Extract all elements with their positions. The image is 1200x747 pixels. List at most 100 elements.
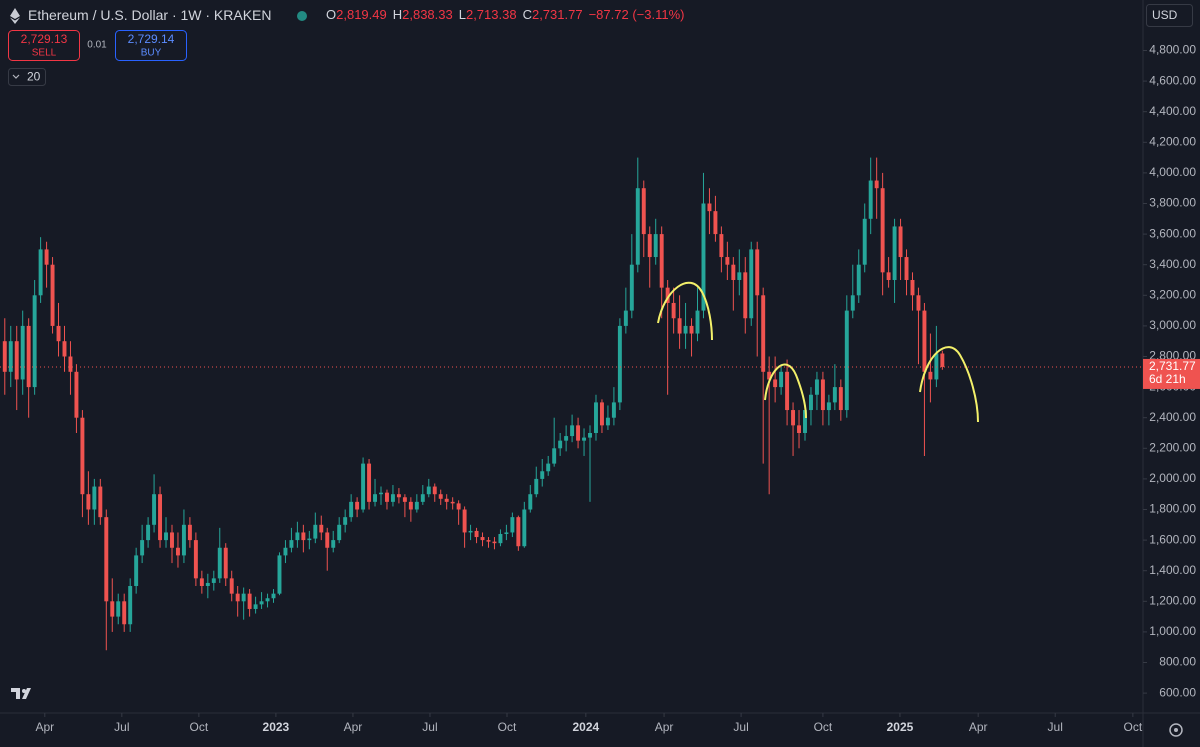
candle-body bbox=[570, 425, 575, 437]
candle-body bbox=[110, 601, 115, 617]
y-tick-label: 4,600.00 bbox=[1149, 73, 1196, 87]
candle-body bbox=[205, 582, 210, 587]
candle-body bbox=[253, 604, 258, 609]
candle-body bbox=[504, 532, 509, 534]
x-tick-label: Jul bbox=[733, 720, 748, 734]
candle-body bbox=[540, 471, 545, 479]
h-value: 2,838.33 bbox=[402, 7, 453, 22]
candle-body bbox=[689, 325, 694, 334]
candle-body bbox=[8, 341, 13, 372]
x-tick-label: 2023 bbox=[263, 720, 290, 734]
buy-price: 2,729.14 bbox=[128, 32, 175, 46]
candle-body bbox=[438, 494, 443, 499]
candle-body bbox=[910, 279, 915, 296]
candle-body bbox=[844, 310, 849, 411]
candle-body bbox=[850, 295, 855, 311]
x-tick-label: Oct bbox=[190, 720, 209, 734]
candle-body bbox=[319, 524, 324, 533]
candle-body bbox=[158, 494, 163, 541]
candle-body bbox=[26, 325, 31, 388]
candle-body bbox=[408, 501, 413, 510]
candle-body bbox=[516, 517, 521, 547]
candle-body bbox=[122, 601, 127, 625]
candle-body bbox=[211, 578, 216, 583]
symbol-icon bbox=[10, 8, 20, 24]
annotation-arc bbox=[657, 281, 713, 341]
candle-body bbox=[86, 494, 91, 510]
y-tick-label: 1,400.00 bbox=[1149, 563, 1196, 577]
quantity-box[interactable] bbox=[8, 68, 46, 86]
candle-body bbox=[767, 371, 772, 380]
ohlc: O2,819.49 H2,838.33 L2,713.38 C2,731.77 −87.… bbox=[326, 7, 684, 22]
y-tick-label: 4,800.00 bbox=[1149, 43, 1196, 57]
candle-body bbox=[367, 463, 372, 502]
candle-body bbox=[140, 540, 145, 556]
candle-body bbox=[743, 272, 748, 319]
candle-body bbox=[886, 272, 891, 280]
candle-body bbox=[396, 494, 401, 498]
candle-body bbox=[187, 524, 192, 541]
candle-body bbox=[235, 593, 240, 602]
x-tick-label: Apr bbox=[35, 720, 54, 734]
buy-button[interactable] bbox=[115, 30, 187, 61]
candle-body bbox=[552, 448, 557, 464]
symbol: Ethereum / U.S. Dollar · 1W · KRAKEN bbox=[28, 7, 272, 23]
x-tick-label: 2025 bbox=[887, 720, 914, 734]
candle-body bbox=[492, 541, 497, 544]
candle-body bbox=[331, 540, 336, 548]
candle-body bbox=[659, 234, 664, 288]
candle-body bbox=[594, 402, 598, 434]
candle-body bbox=[629, 264, 634, 311]
candle-body bbox=[450, 501, 455, 504]
sell-price: 2,729.13 bbox=[21, 32, 68, 46]
annotation-arc bbox=[919, 346, 979, 423]
candle-body bbox=[289, 540, 294, 548]
candle-body bbox=[755, 249, 760, 296]
candle-body bbox=[44, 249, 49, 265]
o-value: 2,819.49 bbox=[336, 7, 387, 22]
candle-body bbox=[737, 272, 742, 280]
candle-body bbox=[820, 379, 825, 411]
candle-body bbox=[295, 532, 300, 541]
candle-body bbox=[534, 478, 539, 495]
y-tick-label: 3,000.00 bbox=[1149, 318, 1196, 332]
y-tick-label: 3,200.00 bbox=[1149, 287, 1196, 301]
candle-body bbox=[892, 226, 897, 280]
candle-body bbox=[599, 402, 604, 426]
candle-body bbox=[665, 287, 670, 303]
candle-body bbox=[277, 555, 282, 594]
candle-body bbox=[402, 497, 407, 502]
sell-button[interactable] bbox=[8, 30, 80, 61]
candle-body bbox=[498, 533, 503, 544]
y-tick-label: 1,800.00 bbox=[1149, 502, 1196, 516]
x-tick-label: Apr bbox=[969, 720, 988, 734]
candle-body bbox=[928, 371, 933, 380]
candle-body bbox=[904, 257, 909, 280]
candle-body bbox=[229, 578, 234, 594]
candle-body bbox=[719, 234, 724, 258]
candle-body bbox=[259, 601, 264, 605]
settings-icon[interactable] bbox=[1169, 723, 1183, 737]
candle-body bbox=[271, 593, 276, 599]
candle-body bbox=[588, 433, 592, 438]
candle-body bbox=[164, 532, 168, 541]
logo-dot bbox=[22, 689, 26, 693]
c-label: C bbox=[523, 7, 532, 22]
candle-body bbox=[32, 295, 37, 388]
candle-body bbox=[325, 532, 330, 548]
candle-body bbox=[826, 402, 831, 411]
y-tick-label: 4,400.00 bbox=[1149, 104, 1196, 118]
currency-box[interactable] bbox=[1146, 4, 1193, 27]
candle-body bbox=[528, 494, 533, 510]
candle-body bbox=[647, 234, 652, 258]
price-tag-price: 2,731.77 bbox=[1149, 359, 1196, 373]
candle-body bbox=[761, 295, 766, 372]
currency: USD bbox=[1152, 8, 1178, 22]
candle-body bbox=[265, 598, 270, 602]
candle-body bbox=[74, 371, 79, 418]
c-value: 2,731.77 bbox=[532, 7, 583, 22]
plot bbox=[2, 157, 945, 651]
candle-body bbox=[838, 387, 843, 411]
candle-body bbox=[38, 249, 43, 296]
o-label: O bbox=[326, 7, 336, 22]
